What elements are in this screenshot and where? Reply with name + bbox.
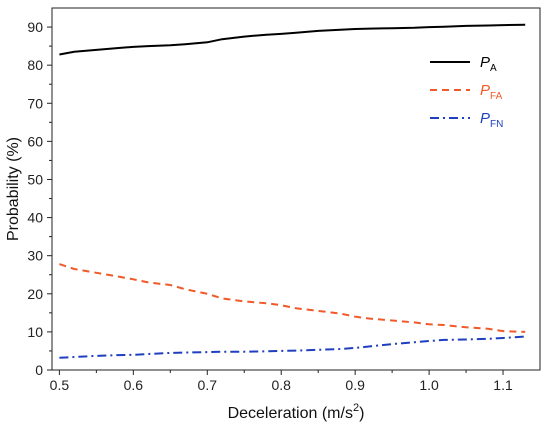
x-tick-label: 0.8 [271, 377, 291, 393]
axis-ticks: 0.5 0.6 0.7 0.8 0.9 1.0 1.1 0 10 20 30 40 50 60 70 80 90 [27, 19, 513, 393]
y-tick-label: 60 [27, 133, 43, 149]
x-axis-title-superscript: 2 [353, 402, 359, 414]
plot-frame [51, 7, 541, 371]
y-tick-label: 70 [27, 95, 43, 111]
x-tick-label: 0.5 [50, 377, 70, 393]
y-tick-label: 40 [27, 210, 43, 226]
series-lines [59, 23, 526, 359]
legend-label-a: PA [480, 54, 497, 74]
y-tick-label: 80 [27, 57, 43, 73]
y-tick-label: 30 [27, 248, 43, 264]
x-tick-label: 0.7 [198, 377, 218, 393]
series-line-fa [59, 263, 526, 333]
x-tick-label: 1.1 [493, 377, 513, 393]
legend: PA PFA PFN [430, 54, 503, 130]
series-line-fn [59, 335, 526, 359]
y-tick-label: 10 [27, 324, 43, 340]
x-axis-title-end: ) [359, 405, 364, 422]
series-line-a [59, 23, 526, 56]
x-axis-title: Deceleration (m/s2) [228, 402, 365, 422]
x-tick-label: 1.0 [419, 377, 439, 393]
y-axis-title: Probability (%) [5, 137, 22, 241]
y-tick-label: 50 [27, 171, 43, 187]
y-tick-label: 0 [35, 362, 43, 378]
y-tick-label: 20 [27, 286, 43, 302]
x-axis-title-main: Deceleration (m/s [228, 405, 353, 422]
x-tick-label: 0.9 [345, 377, 365, 393]
legend-label-fn: PFN [480, 110, 503, 130]
legend-label-fa: PFA [480, 82, 503, 102]
x-tick-label: 0.6 [124, 377, 144, 393]
y-tick-label: 90 [27, 19, 43, 35]
